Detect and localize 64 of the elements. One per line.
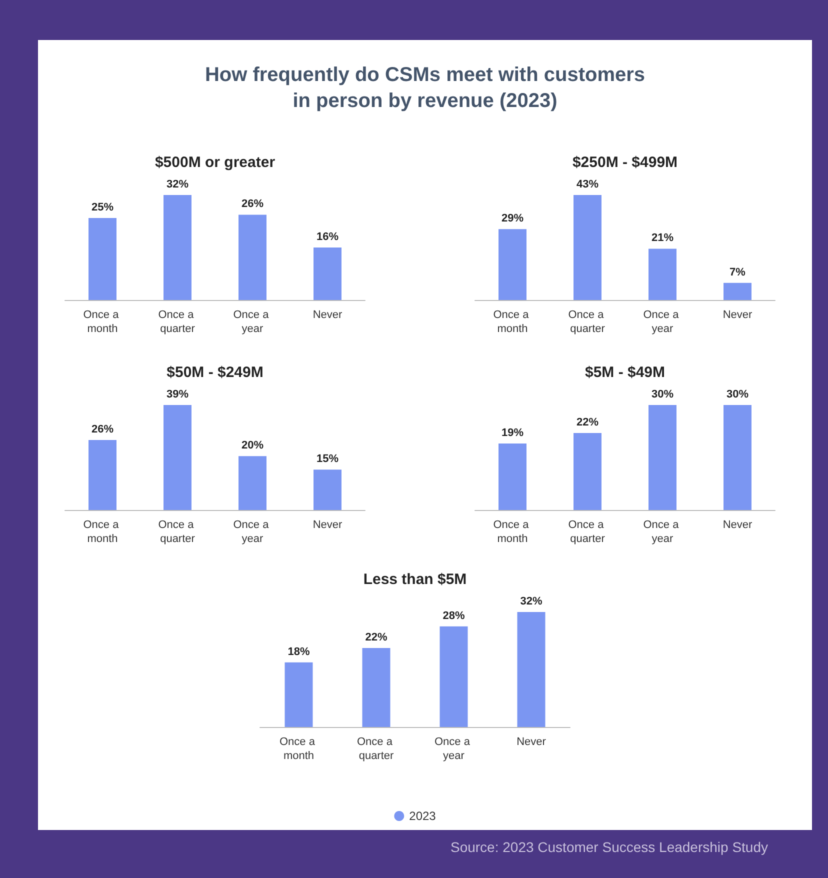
chart-title: $250M - $499M: [572, 154, 678, 171]
bar: [238, 456, 266, 510]
x-tick-label: Never: [722, 309, 753, 321]
text: How frequently do CSMs meet with customers in person by revenue (2023): [204, 63, 646, 114]
x-tick-label: Once a quarter: [356, 736, 396, 762]
data-label: 32%: [166, 178, 189, 190]
data-label: 18%: [288, 646, 310, 658]
data-label: 26%: [91, 424, 114, 436]
x-tick-label: Once a month: [83, 519, 122, 545]
data-label: 39%: [166, 388, 189, 400]
x-tick-label: Once a month: [83, 309, 122, 335]
bar: [284, 662, 313, 727]
data-label: 19%: [501, 427, 524, 439]
x-tick-label: Once a month: [493, 519, 532, 545]
bar: [362, 648, 390, 727]
bar: [238, 214, 266, 300]
data-label: 7%: [730, 266, 746, 278]
x-tick-label: Once a quarter: [568, 309, 607, 335]
data-label: 22%: [576, 416, 599, 428]
source-note: Source: 2023 Customer Success Leadership Study: [450, 839, 768, 855]
data-label: 16%: [316, 231, 339, 243]
bar: [164, 195, 192, 300]
x-tick-label: Never: [516, 736, 546, 748]
bar: [517, 612, 546, 727]
data-label: 30%: [726, 388, 749, 400]
x-tick-label: Once a year: [233, 309, 272, 335]
bar: [314, 248, 342, 300]
chart-title: Less than $5M: [363, 571, 467, 588]
bar: [314, 470, 342, 510]
bar: [164, 405, 192, 510]
x-tick-label: Once a quarter: [158, 309, 197, 335]
data-label: 29%: [501, 212, 524, 225]
bar: [440, 626, 468, 727]
data-label: 26%: [241, 198, 264, 210]
bar: [724, 282, 752, 300]
x-tick-label: Once a quarter: [158, 519, 197, 545]
bar: [88, 440, 116, 510]
x-tick-label: Once a year: [434, 736, 474, 762]
x-tick-label: Never: [312, 309, 343, 321]
x-tick-label: Once a year: [643, 309, 682, 335]
chart-title: $50M - $249M: [166, 364, 264, 381]
data-label: 30%: [651, 388, 674, 400]
x-tick-label: Once a month: [279, 736, 318, 762]
data-label: 25%: [91, 201, 114, 214]
x-tick-label: Never: [722, 519, 753, 531]
data-label: 43%: [576, 178, 599, 190]
chart-title: $500M or greater: [154, 154, 276, 171]
x-tick-label: Never: [312, 519, 343, 531]
data-label: 22%: [365, 631, 388, 644]
bar: [648, 248, 676, 300]
bar: [88, 218, 116, 300]
x-tick-label: Once a month: [493, 309, 532, 335]
data-label: 15%: [316, 453, 339, 466]
legend-label: 2023: [409, 809, 436, 823]
x-tick-label: Once a year: [643, 519, 682, 545]
data-label: 20%: [241, 440, 264, 452]
data-label: 28%: [442, 610, 465, 622]
data-label: 21%: [651, 232, 674, 244]
x-tick-label: Once a quarter: [568, 519, 607, 545]
x-tick-label: Once a year: [233, 519, 272, 545]
bar: [498, 229, 526, 300]
bar: [574, 195, 602, 300]
chart-title: $5M - $49M: [584, 364, 666, 381]
data-label: 32%: [520, 596, 542, 608]
